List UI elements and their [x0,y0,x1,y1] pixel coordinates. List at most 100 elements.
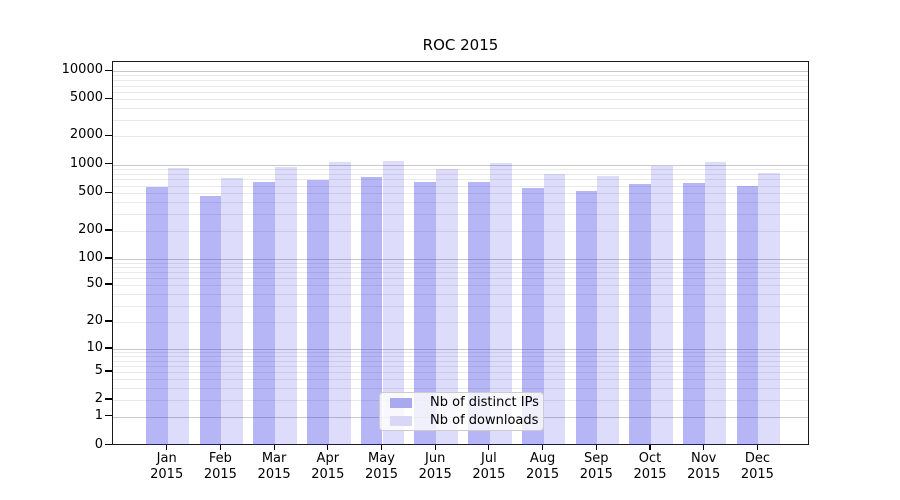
gridline-minor [113,387,808,389]
x-axis-tick-label: May 2015 [364,451,399,482]
bar-downloads [167,167,190,446]
gridline-minor [113,99,808,101]
y-axis-tick-mark [105,370,112,372]
legend-swatch-downloads [390,415,412,426]
y-axis-tick-label: 200 [78,222,103,237]
x-axis-tick-label: Dec 2015 [740,451,774,482]
y-axis-tick-label: 0 [94,436,103,452]
x-axis-tick-label: Jun 2015 [418,451,452,482]
legend-entry-downloads: Nb of downloads [386,413,539,428]
legend-label-downloads: Nb of downloads [430,413,539,428]
gridline-minor [113,120,808,122]
y-axis-tick-label: 20 [86,313,103,328]
bar-distinct-ips [682,183,705,446]
gridline-minor [113,356,808,358]
y-axis-tick-label: 1000 [69,155,103,171]
x-axis-tick-mark [595,444,597,450]
gridline-minor [113,294,808,295]
gridline-minor [113,365,808,367]
bar-downloads [758,172,781,446]
legend-entry-distinct-ips: Nb of distinct IPs [386,395,539,410]
gridline-minor [113,322,808,323]
bar-distinct-ips [360,177,383,446]
x-axis-tick-label: Nov 2015 [687,451,721,482]
bar-downloads [382,161,405,446]
gridline-minor [113,285,808,286]
gridline-minor [113,185,808,187]
gridline-major [113,71,808,73]
x-axis-tick-mark [166,444,168,450]
x-axis-tick-mark [327,444,329,450]
bar-distinct-ips [575,190,598,446]
x-axis-tick-mark [649,444,651,450]
y-axis-tick-mark [105,414,112,417]
bar-distinct-ips [199,195,222,446]
gridline-minor [113,80,808,82]
bar-distinct-ips [629,183,651,446]
gridline-minor [113,173,808,175]
gridline-minor [113,108,808,110]
x-axis-tick-mark [703,444,705,450]
gridline-minor [113,262,808,264]
bar-downloads [436,168,458,446]
bar-distinct-ips [414,182,437,446]
x-axis-tick-mark [273,444,275,450]
gridline-minor [113,168,808,170]
x-axis-tick-label: Oct 2015 [633,451,667,482]
gridline-minor [113,352,808,354]
x-axis-tick-mark [219,444,221,450]
y-axis-tick-label: 500 [78,184,103,200]
gridline-minor [113,202,808,204]
chart-title: ROC 2015 [422,36,499,54]
gridline-minor [113,91,808,93]
bar-downloads [328,162,351,446]
bar-downloads [275,167,297,446]
y-axis-tick-mark [105,443,112,446]
bar-distinct-ips [253,182,276,446]
x-axis-tick-mark [542,444,544,450]
gridline-minor [113,372,808,373]
gridline-minor [113,193,808,195]
legend-swatch-distinct-ips [390,397,412,408]
y-axis-tick-mark [105,283,112,285]
gridline-major [113,259,808,260]
gridline-minor [113,272,808,274]
y-axis-tick-label: 100 [78,250,103,265]
gridline-minor [113,360,808,362]
y-axis-tick-mark [105,191,112,193]
bar-distinct-ips [468,181,490,446]
x-axis-tick-label: Feb 2015 [203,451,237,482]
y-axis-tick-label: 5000 [69,90,103,106]
bar-distinct-ips [307,180,329,446]
x-axis-tick-mark [488,444,490,450]
bar-distinct-ips [736,186,759,446]
bar-downloads [651,165,673,446]
y-axis-tick-mark [105,229,112,231]
x-axis-tick-label: Mar 2015 [257,451,291,482]
y-axis-tick-label: 5 [94,363,103,378]
gridline-minor [113,267,808,269]
y-axis-tick-mark [105,257,112,259]
x-axis-tick-label: Apr 2015 [311,451,345,482]
y-axis-tick-mark [105,320,112,322]
bar-distinct-ips [521,188,544,446]
x-axis-tick-label: Sep 2015 [579,451,613,482]
gridline-minor [113,278,808,280]
gridline-minor [113,85,808,87]
y-axis-tick-mark [105,398,112,400]
gridline-minor [113,305,808,307]
x-axis-tick-mark [756,444,758,450]
y-axis-tick-label: 1 [94,407,103,423]
y-axis-tick-label: 10 [86,340,103,355]
gridline-minor [113,214,808,216]
x-axis-tick-label: Jan 2015 [150,451,184,482]
x-axis-tick-label: Aug 2015 [526,451,560,482]
legend-label-distinct-ips: Nb of distinct IPs [430,395,539,410]
plot-area: Nb of distinct IPs Nb of downloads [112,61,809,446]
bar-downloads [489,163,512,446]
bar-downloads [221,178,244,446]
gridline-major [113,349,808,350]
bar-downloads [704,161,727,446]
gridline-major [113,164,808,166]
